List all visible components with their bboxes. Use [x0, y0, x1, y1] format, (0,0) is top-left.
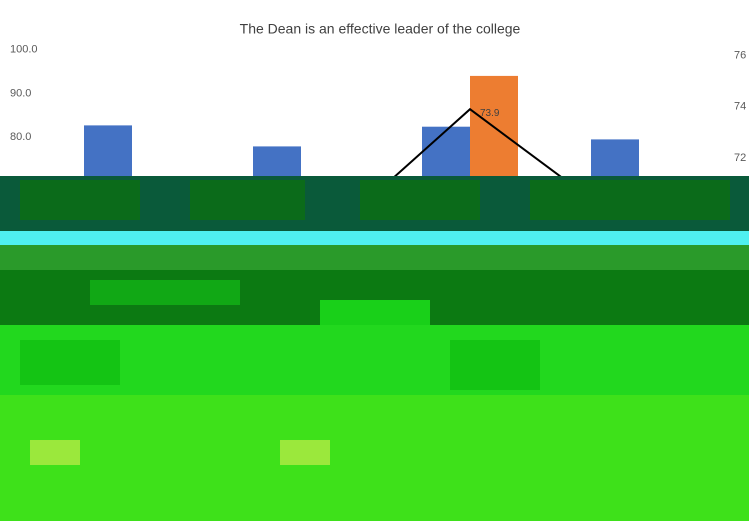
line — [388, 107, 569, 181]
bar — [470, 75, 518, 181]
bar — [253, 146, 301, 181]
y2-tick-label: 74 — [734, 101, 746, 113]
bar — [84, 125, 132, 181]
y2-tick-label: 72 — [734, 152, 746, 164]
y-tick-label: 80.0 — [10, 131, 31, 143]
data-label: 73.9 — [480, 108, 500, 119]
y-tick-label: 90.0 — [10, 87, 31, 99]
bar — [591, 139, 639, 181]
plot-area — [84, 75, 639, 181]
corrupted-region — [0, 176, 749, 521]
y2-tick-label: 76 — [734, 49, 746, 61]
y-tick-label: 100.0 — [10, 44, 38, 56]
bar — [422, 126, 470, 181]
chart-title: The Dean is an effective leader of the c… — [240, 21, 521, 37]
